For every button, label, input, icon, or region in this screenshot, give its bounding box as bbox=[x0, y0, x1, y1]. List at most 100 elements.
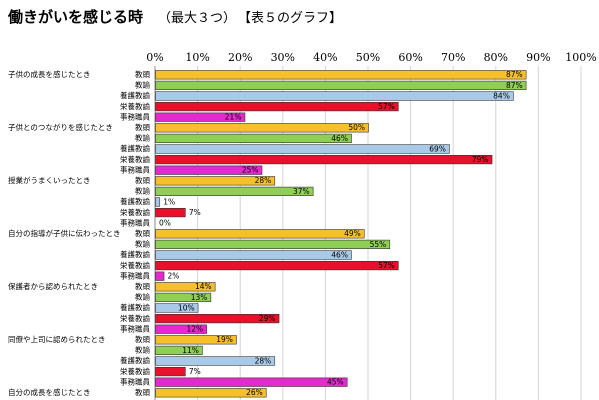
bar bbox=[155, 366, 186, 377]
bar bbox=[155, 186, 314, 197]
data-label: 7% bbox=[189, 367, 201, 376]
data-label: 10% bbox=[178, 303, 195, 312]
bar bbox=[155, 102, 399, 112]
bar bbox=[155, 292, 212, 303]
category-label: 同僚や上司に認められたとき bbox=[8, 334, 106, 344]
role-label: 事務職員 bbox=[120, 164, 150, 174]
data-label: 50% bbox=[348, 123, 365, 132]
bar bbox=[155, 165, 263, 175]
data-label: 87% bbox=[506, 81, 523, 90]
role-label: 事務職員 bbox=[120, 323, 150, 333]
x-tick-label: 0% bbox=[146, 51, 163, 64]
bar bbox=[155, 176, 276, 186]
bar bbox=[155, 388, 267, 398]
chart-header: 働きがいを感じる時 （最大３つ） 【表５のグラフ】 bbox=[8, 2, 588, 32]
bar bbox=[155, 239, 391, 250]
bar bbox=[155, 324, 207, 334]
data-label: 28% bbox=[255, 176, 272, 185]
category-label: 子供とのつながりを感じたとき bbox=[8, 122, 113, 132]
bar bbox=[155, 303, 199, 313]
x-tick-label: 40% bbox=[313, 51, 337, 64]
bar bbox=[155, 250, 352, 260]
data-label: 57% bbox=[378, 102, 395, 111]
bar bbox=[155, 229, 365, 239]
role-label: 教諭 bbox=[135, 80, 150, 90]
category-label: 保護者から認められたとき bbox=[8, 281, 98, 291]
category-label: 自分の指導が子供に伝わったとき bbox=[8, 228, 121, 238]
bar bbox=[155, 313, 280, 324]
bar bbox=[155, 208, 186, 218]
bar bbox=[155, 345, 203, 356]
role-label: 栄養教諭 bbox=[120, 154, 150, 164]
role-label: 教諭 bbox=[135, 239, 150, 249]
x-tick-label: 70% bbox=[441, 51, 465, 64]
role-label: 養護教諭 bbox=[120, 196, 150, 206]
chart-title: 働きがいを感じる時 bbox=[8, 8, 144, 26]
bar bbox=[155, 356, 276, 366]
data-label: 55% bbox=[370, 240, 387, 249]
bar bbox=[155, 133, 352, 144]
role-label: 教頭 bbox=[135, 228, 150, 238]
x-tick-label: 30% bbox=[271, 51, 295, 64]
bar bbox=[155, 335, 237, 345]
x-tick-label: 50% bbox=[356, 51, 380, 64]
data-label: 37% bbox=[293, 187, 310, 196]
role-label: 養護教諭 bbox=[120, 143, 150, 153]
x-tick-label: 80% bbox=[484, 51, 508, 64]
data-label: 21% bbox=[225, 113, 242, 122]
bar bbox=[155, 271, 165, 281]
bar bbox=[155, 112, 246, 122]
data-label: 25% bbox=[242, 166, 259, 175]
role-label: 事務職員 bbox=[120, 376, 150, 386]
data-label: 2% bbox=[168, 272, 180, 281]
role-label: 事務職員 bbox=[120, 270, 150, 280]
role-label: 事務職員 bbox=[120, 217, 150, 227]
role-label: 栄養教諭 bbox=[120, 260, 150, 270]
role-label: 教頭 bbox=[135, 334, 150, 344]
role-label: 教頭 bbox=[135, 175, 150, 185]
data-label: 46% bbox=[331, 250, 348, 259]
data-label: 57% bbox=[378, 261, 395, 270]
x-tick-label: 10% bbox=[185, 51, 209, 64]
role-label: 養護教諭 bbox=[120, 355, 150, 365]
bar bbox=[155, 144, 450, 154]
role-label: 教頭 bbox=[135, 69, 150, 79]
role-label: 養護教諭 bbox=[120, 90, 150, 100]
data-label: 84% bbox=[493, 91, 510, 100]
data-label: 11% bbox=[182, 346, 199, 355]
bar bbox=[155, 70, 527, 80]
data-label: 7% bbox=[189, 208, 201, 217]
role-label: 栄養教諭 bbox=[120, 313, 150, 323]
bar bbox=[155, 260, 399, 271]
data-label: 13% bbox=[191, 293, 208, 302]
category-label: 自分の成長を感じたとき bbox=[8, 387, 91, 397]
bar bbox=[155, 197, 161, 207]
bar bbox=[155, 155, 493, 165]
role-label: 養護教諭 bbox=[120, 249, 150, 259]
role-label: 教諭 bbox=[135, 186, 150, 196]
x-tick-label: 60% bbox=[398, 51, 422, 64]
bar bbox=[155, 91, 514, 101]
bar bbox=[155, 282, 216, 292]
category-label: 子供の成長を感じたとき bbox=[8, 69, 91, 79]
role-label: 栄養教諭 bbox=[120, 366, 150, 376]
category-label: 授業がうまくいったとき bbox=[8, 175, 91, 185]
data-label: 45% bbox=[327, 378, 344, 387]
data-label: 49% bbox=[344, 229, 361, 238]
chart-subtitle: （最大３つ） bbox=[158, 11, 237, 26]
data-label: 79% bbox=[472, 155, 489, 164]
role-label: 教諭 bbox=[135, 133, 150, 143]
role-label: 教頭 bbox=[135, 122, 150, 132]
table-reference: 【表５のグラフ】 bbox=[238, 11, 343, 26]
data-label: 12% bbox=[186, 325, 203, 334]
role-label: 栄養教諭 bbox=[120, 207, 150, 217]
role-label: 教諭 bbox=[135, 345, 150, 355]
bar bbox=[155, 377, 348, 387]
role-label: 教頭 bbox=[135, 281, 150, 291]
x-tick-label: 100% bbox=[565, 51, 596, 64]
x-tick-label: 20% bbox=[228, 51, 252, 64]
data-label: 26% bbox=[246, 388, 263, 397]
role-label: 養護教諭 bbox=[120, 302, 150, 312]
bar bbox=[155, 123, 369, 133]
